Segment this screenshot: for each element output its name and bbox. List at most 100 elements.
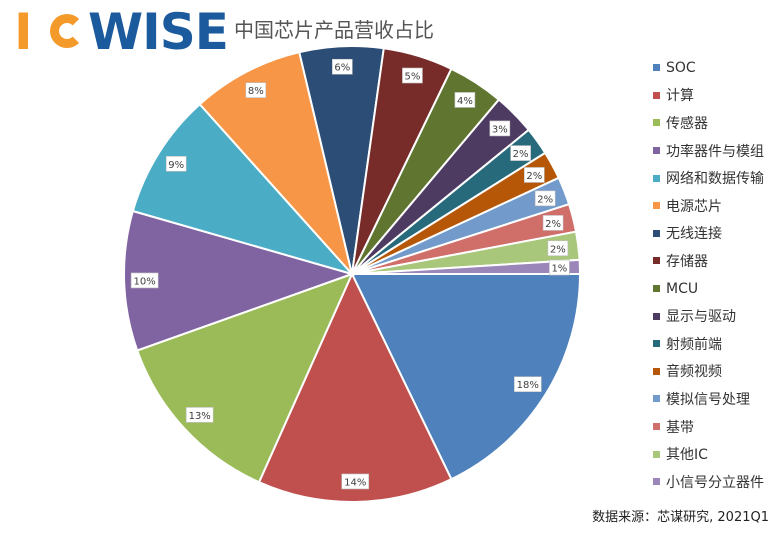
- legend-label: 传感器: [666, 115, 708, 132]
- data-label-box: [549, 259, 570, 276]
- legend-label: 模拟信号处理: [666, 391, 750, 408]
- legend-item: 传感器: [653, 109, 764, 137]
- data-label-text: 14%: [344, 477, 366, 488]
- data-label-7: 6%: [332, 58, 353, 75]
- data-label-text: 2%: [545, 219, 561, 230]
- data-label-15: 2%: [547, 240, 569, 257]
- legend-swatch: [653, 423, 660, 431]
- legend-swatch: [653, 147, 660, 155]
- legend-item: 基带: [653, 413, 764, 441]
- data-label-13: 2%: [534, 190, 556, 207]
- legend-item: 显示与驱动: [653, 302, 764, 330]
- data-label-text: 13%: [189, 411, 211, 422]
- pie-slice-2: [257, 271, 453, 503]
- legend-swatch: [653, 478, 660, 486]
- chart-legend: SOC 计算传感器功率器件与模组 网络和数据传输 电源芯片无线连接存储器 MCU 显示与驱…: [653, 54, 764, 496]
- iowise-logo: I WISE: [10, 3, 229, 61]
- data-label-box: [534, 190, 556, 207]
- pie-slice-5: [131, 102, 356, 276]
- data-label-box: [332, 58, 353, 75]
- legend-swatch: [653, 64, 660, 72]
- data-label-box: [165, 156, 187, 172]
- legend-item: 模拟信号处理: [653, 385, 764, 413]
- data-label-text: 6%: [334, 63, 350, 74]
- legend-item: 功率器件与模组: [653, 137, 764, 165]
- legend-item: 电源芯片: [653, 192, 764, 220]
- data-label-4: 10%: [130, 272, 159, 289]
- data-label-8: 5%: [402, 67, 423, 84]
- legend-label: 存储器: [666, 253, 708, 270]
- data-source-note: 数据来源：芯谋研究, 2021Q1: [592, 510, 769, 525]
- legend-swatch: [653, 91, 660, 99]
- data-label-box: [454, 92, 476, 108]
- logo-letter-i: I: [14, 3, 33, 61]
- data-label-14: 2%: [542, 215, 564, 231]
- data-label-box: [524, 167, 545, 183]
- logo-ring-icon: [50, 14, 84, 48]
- data-label-6: 8%: [245, 82, 267, 98]
- data-label-text: 2%: [550, 244, 566, 255]
- pie-slice-6: [198, 50, 353, 275]
- legend-item: 计算: [653, 82, 764, 110]
- pie-chart: 18% 14% 13% 10% 9% 8% 6% 5% 4% 3% 2% 2% 2% 2% 2% 1%: [123, 45, 582, 503]
- data-label-box: [542, 215, 564, 231]
- data-label-9: 4%: [454, 92, 476, 108]
- legend-swatch: [653, 367, 660, 375]
- legend-item: MCU: [653, 275, 764, 303]
- legend-item: 网络和数据传输: [653, 164, 764, 192]
- data-label-3: 13%: [185, 407, 214, 423]
- data-label-text: 3%: [492, 124, 508, 135]
- legend-swatch: [653, 285, 660, 293]
- legend-label: 音频视频: [666, 364, 722, 381]
- data-label-box: [341, 473, 370, 490]
- legend-label: 小信号分立器件: [666, 474, 764, 491]
- data-label-text: 10%: [134, 276, 156, 287]
- legend-item: 音频视频: [653, 358, 764, 386]
- legend-item: 无线连接: [653, 220, 764, 248]
- data-label-5: 9%: [165, 156, 187, 172]
- legend-item: SOC: [653, 54, 764, 82]
- legend-item: 存储器: [653, 247, 764, 275]
- legend-swatch: [653, 450, 660, 458]
- legend-label: 网络和数据传输: [666, 171, 764, 188]
- legend-swatch: [653, 395, 660, 403]
- legend-label: 其他IC: [666, 447, 708, 464]
- legend-label: 无线连接: [666, 226, 722, 243]
- data-label-text: 1%: [551, 264, 567, 275]
- legend-swatch: [653, 202, 660, 210]
- logo-wordmark: WISE: [88, 3, 229, 61]
- legend-label: 基带: [666, 419, 694, 436]
- data-label-box: [514, 376, 542, 392]
- data-label-box: [245, 82, 267, 98]
- legend-label: 电源芯片: [666, 198, 722, 215]
- data-label-text: 18%: [517, 380, 539, 391]
- chart-title: 中国芯片产品营收占比: [234, 18, 434, 42]
- data-label-11: 2%: [510, 145, 531, 161]
- legend-label: 计算: [666, 88, 694, 105]
- pie-slice-3: [135, 272, 354, 484]
- legend-label: 功率器件与模组: [666, 143, 764, 160]
- legend-label: SOC: [666, 59, 696, 76]
- data-label-box: [130, 272, 159, 289]
- legend-label: 显示与驱动: [666, 309, 736, 326]
- legend-item: 小信号分立器件: [653, 468, 764, 496]
- legend-label: MCU: [666, 280, 699, 297]
- data-label-box: [489, 120, 511, 137]
- data-label-text: 5%: [404, 72, 420, 83]
- pie-slice-1: [350, 273, 582, 481]
- legend-label: 射频前端: [666, 336, 722, 353]
- data-label-text: 2%: [513, 149, 529, 160]
- legend-item: 射频前端: [653, 330, 764, 358]
- data-label-box: [185, 407, 214, 423]
- data-label-text: 4%: [457, 96, 473, 107]
- data-label-text: 2%: [526, 171, 542, 182]
- data-label-box: [510, 145, 531, 161]
- pie-slice-4: [123, 209, 356, 352]
- legend-swatch: [653, 312, 660, 320]
- data-label-box: [547, 240, 569, 257]
- data-label-text: 8%: [248, 86, 264, 97]
- data-label-text: 9%: [168, 160, 184, 171]
- data-label-2: 14%: [341, 473, 370, 490]
- data-label-1: 18%: [514, 376, 542, 392]
- legend-swatch: [653, 257, 660, 265]
